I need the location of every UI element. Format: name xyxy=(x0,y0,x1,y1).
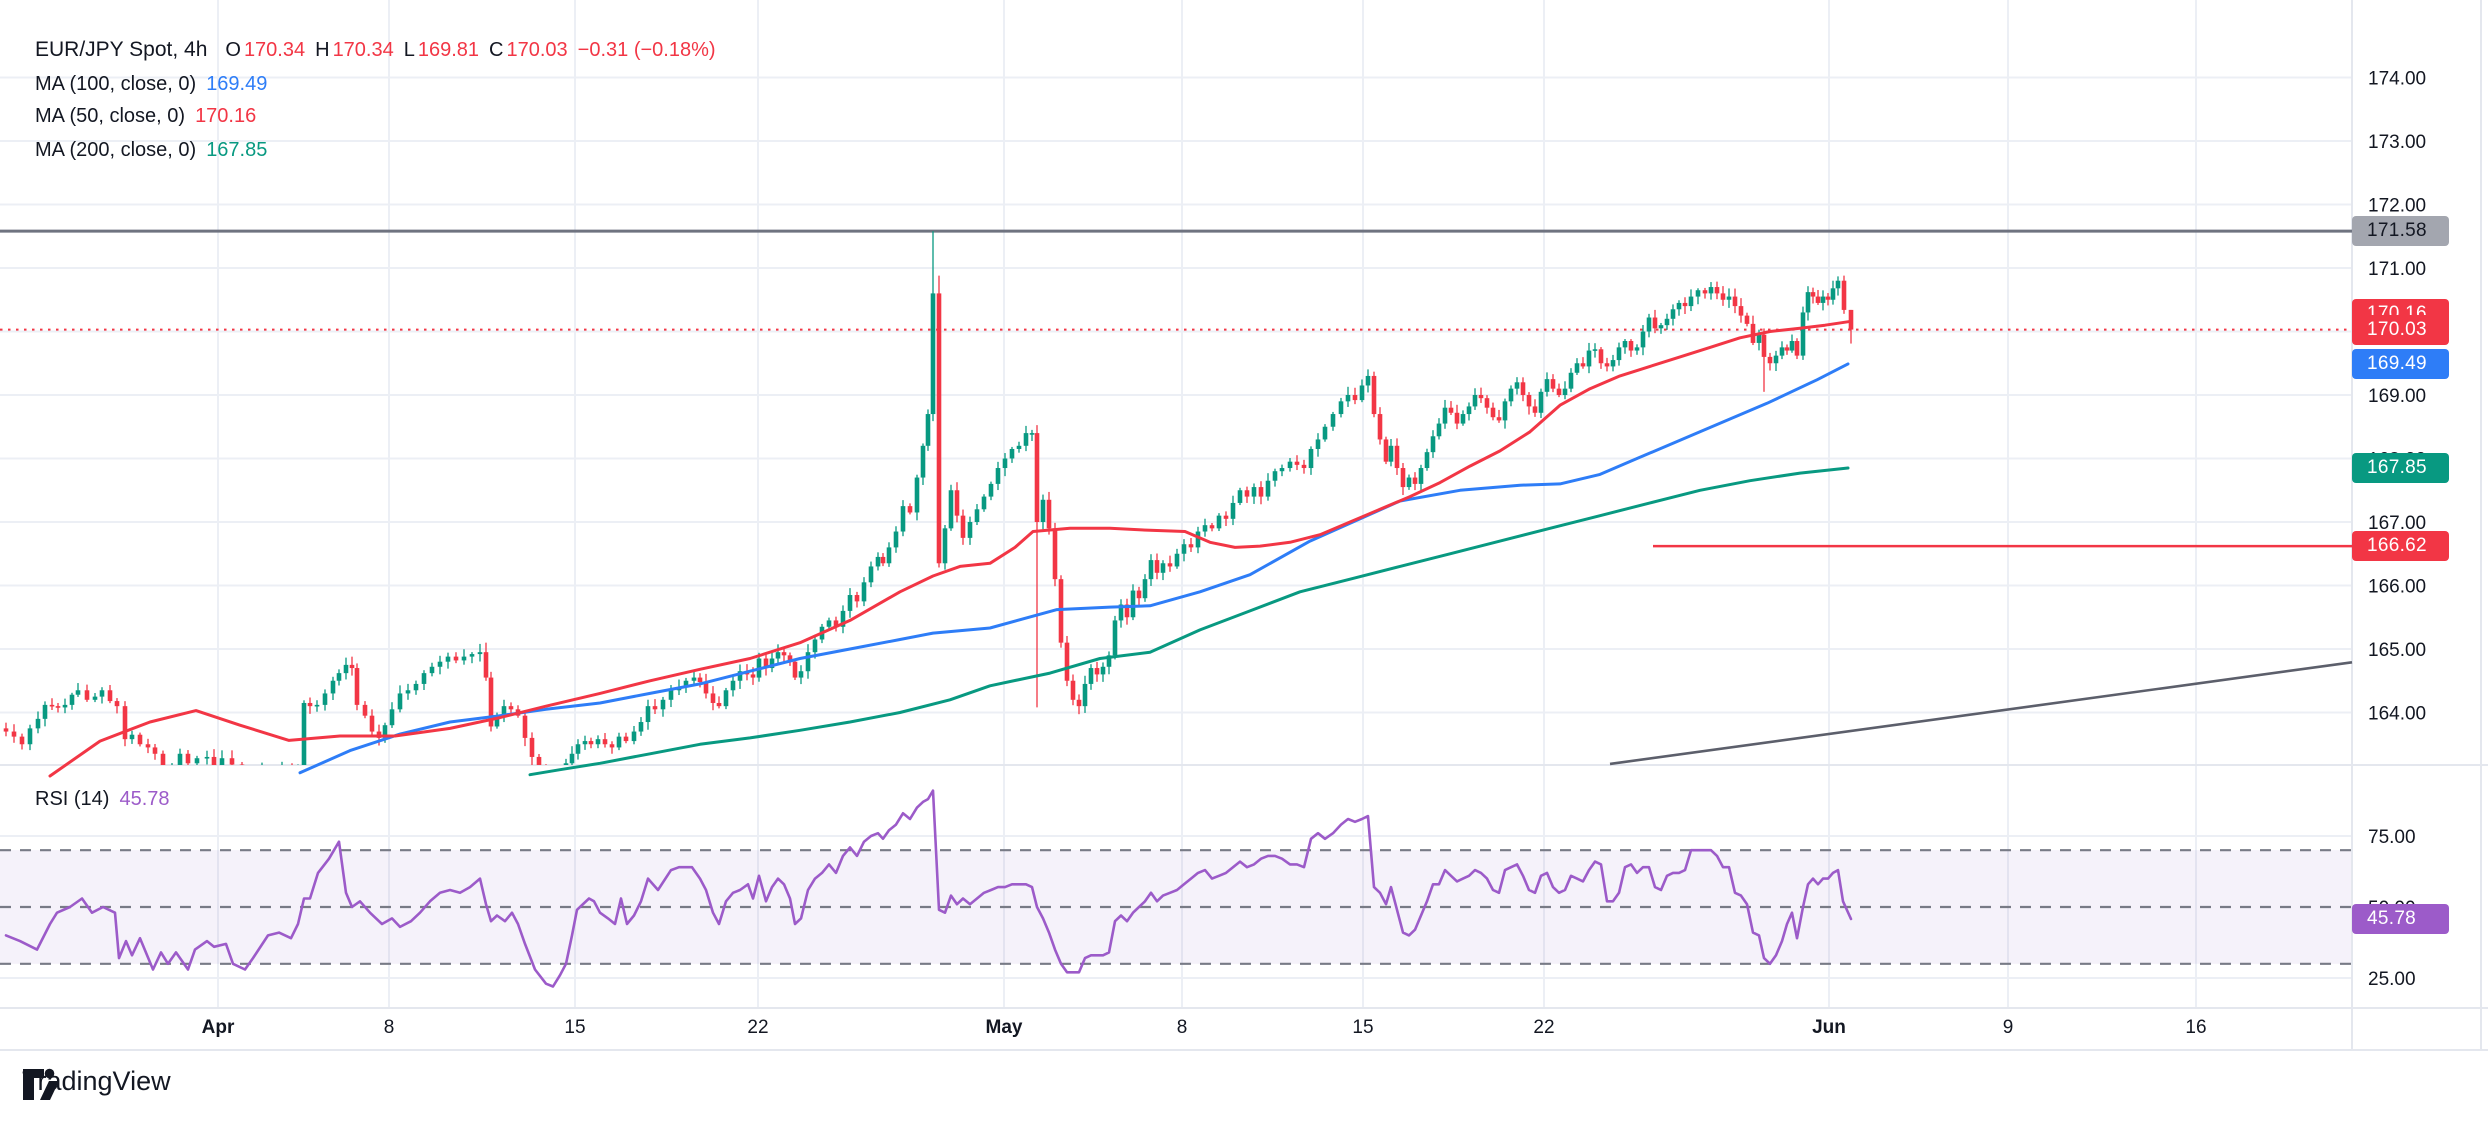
ma50-label: MA (50, close, 0) xyxy=(35,105,186,127)
price-tick-label: 172.00 xyxy=(2368,196,2426,217)
ma200-value: 167.85 xyxy=(206,139,268,161)
time-tick-label: May xyxy=(986,1017,1023,1038)
price-tick-label: 171.00 xyxy=(2368,259,2426,280)
rsi-value: 45.78 xyxy=(119,788,170,810)
tradingview-logo-icon xyxy=(23,1068,59,1100)
axis-badge-ma200: 167.85 xyxy=(2352,453,2449,483)
axis-badge-last-price: 170.03 xyxy=(2352,315,2449,345)
time-tick-label: 9 xyxy=(2003,1017,2014,1038)
time-tick-label: 22 xyxy=(1533,1017,1554,1038)
rsi-tick-label: 25.00 xyxy=(2368,969,2416,990)
ma100-value: 169.49 xyxy=(206,73,268,95)
axis-badge-level-high: 171.58 xyxy=(2352,216,2449,246)
ma200-line[interactable] xyxy=(528,466,1850,777)
time-tick-label: 15 xyxy=(564,1017,585,1038)
time-tick-label: 8 xyxy=(384,1017,395,1038)
ohlc-low: L 169.81 xyxy=(403,38,480,61)
ma200-label: MA (200, close, 0) xyxy=(35,139,197,161)
price-tick-label: 169.00 xyxy=(2368,386,2426,407)
axis-badge-rsi: 45.78 xyxy=(2352,904,2449,934)
ma50-legend-row[interactable]: MA (50, close, 0) 170.16 xyxy=(35,105,256,128)
price-tick-label: 173.00 xyxy=(2368,132,2426,153)
ma50-value: 170.16 xyxy=(195,105,257,127)
ma100-label: MA (100, close, 0) xyxy=(35,73,197,95)
candles-group[interactable] xyxy=(3,231,1854,787)
ma100-legend-row[interactable]: MA (100, close, 0) 169.49 xyxy=(35,73,267,96)
price-tick-label: 164.00 xyxy=(2368,704,2426,725)
time-tick-label: 8 xyxy=(1177,1017,1188,1038)
symbol-title: EUR/JPY Spot, 4h xyxy=(35,38,208,61)
price-tick-label: 165.00 xyxy=(2368,640,2426,661)
price-tick-label: 166.00 xyxy=(2368,577,2426,598)
time-tick-label: 15 xyxy=(1352,1017,1373,1038)
rsi-line[interactable] xyxy=(4,789,1853,988)
axis-badge-ma100: 169.49 xyxy=(2352,349,2449,379)
time-tick-label: 22 xyxy=(747,1017,768,1038)
rsi-tick-label: 75.00 xyxy=(2368,827,2416,848)
rsi-label: RSI (14) xyxy=(35,788,110,810)
ohlc-close: C 170.03 xyxy=(489,38,568,61)
ma50-line[interactable] xyxy=(48,319,1853,778)
price-tick-label: 174.00 xyxy=(2368,69,2426,90)
ma200-legend-row[interactable]: MA (200, close, 0) 167.85 xyxy=(35,139,267,162)
symbol-legend-row[interactable]: EUR/JPY Spot, 4h O 170.34 H 170.34 L 169.81… xyxy=(35,38,716,62)
ma100-line[interactable] xyxy=(298,362,1850,775)
ohlc-high: H 170.34 xyxy=(315,38,394,61)
tradingview-logo-link[interactable]: TradingView xyxy=(22,1066,171,1100)
rsi-legend-row[interactable]: RSI (14) 45.78 xyxy=(35,788,170,811)
price-change: −0.31 (−0.18%) xyxy=(577,38,716,61)
time-tick-label: Jun xyxy=(1812,1017,1846,1038)
time-tick-label: Apr xyxy=(202,1017,235,1038)
axis-badge-level-support: 166.62 xyxy=(2352,531,2449,561)
price-tick-label: 167.00 xyxy=(2368,513,2426,534)
ohlc-open: O 170.34 xyxy=(225,38,306,61)
trend-line[interactable] xyxy=(1609,661,2353,766)
time-tick-label: 16 xyxy=(2185,1017,2206,1038)
